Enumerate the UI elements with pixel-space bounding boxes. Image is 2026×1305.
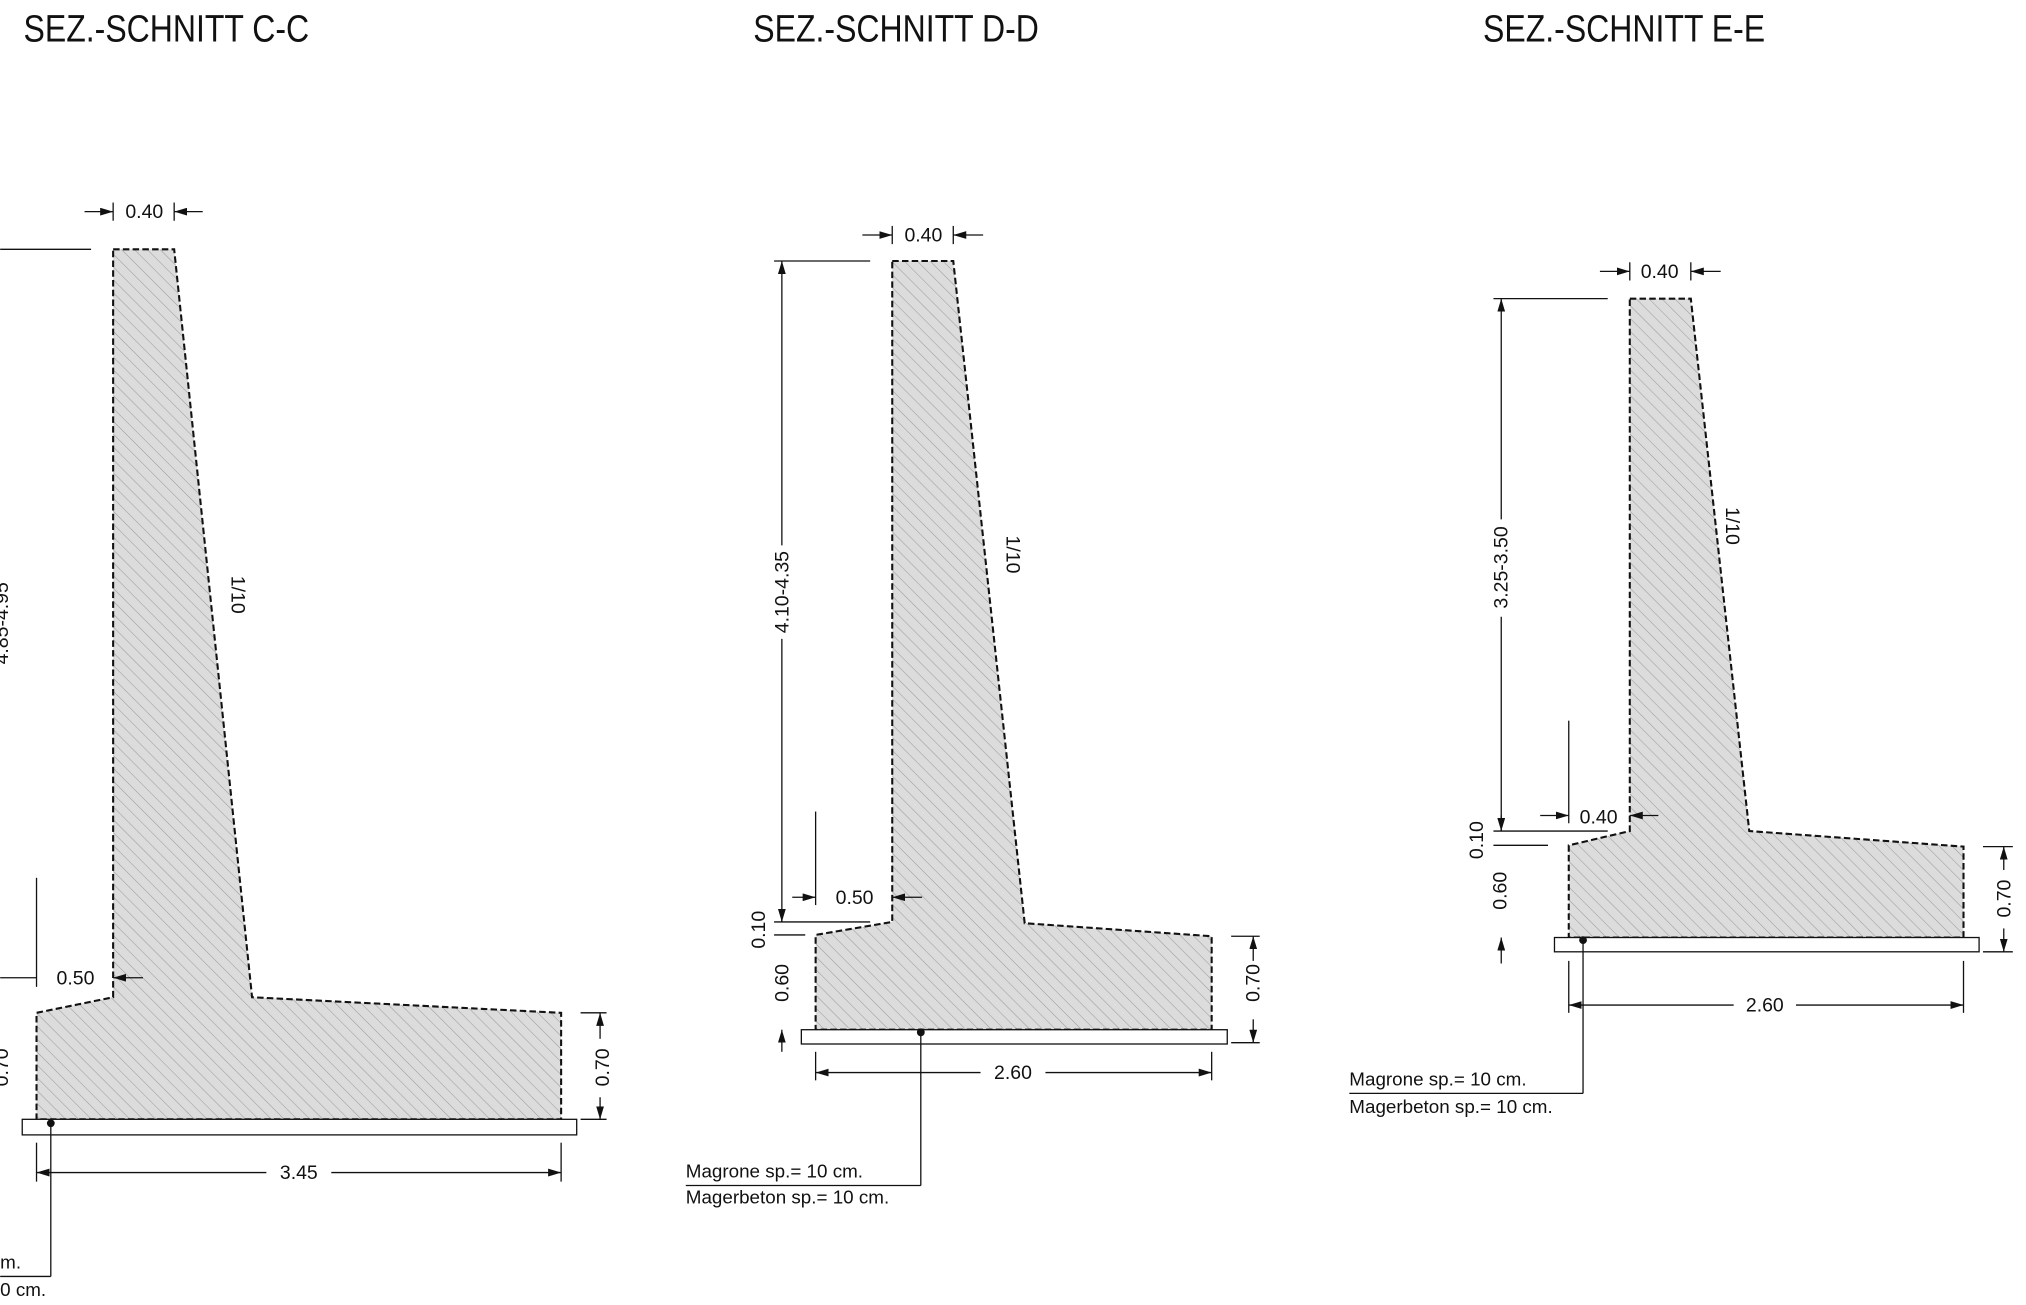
lean-concrete [1553, 936, 1980, 953]
dim-label: 0.60 [771, 964, 793, 1002]
wall [35, 248, 563, 1121]
dim-label: 0.10 [748, 911, 770, 949]
dim-label: 3.25-3.50 [1491, 526, 1513, 608]
note: Magerbeton sp.= 10 cm. [1349, 1096, 1552, 1117]
dimension-lines [0, 202, 607, 1278]
lean-concrete [800, 1029, 1228, 1045]
dim-label: 2.60 [1746, 995, 1784, 1017]
dim-label: 0.50 [57, 967, 95, 989]
leader-dot [1579, 936, 1587, 945]
dim-label: 0.70 [1993, 879, 2015, 917]
note: Magrone sp.= 10 cm. [1349, 1069, 1526, 1090]
dim-label: 0.50 [836, 887, 874, 909]
dim-label: 0.70 [592, 1048, 614, 1086]
section-title: SEZ.-SCHNITT D-D [753, 8, 1039, 50]
wall [814, 259, 1213, 1031]
dim-label: 3.45 [280, 1162, 318, 1184]
section-e: SEZ.-SCHNITT E-E 0.40 1/10 0.40 0.70 2.6… [1349, 8, 2015, 1117]
slope-label: 1/10 [1721, 507, 1743, 545]
wall [1567, 297, 1965, 939]
dim-label: 0.60 [1489, 872, 1511, 910]
note: Magrone sp.= 10 cm. [686, 1161, 863, 1182]
dimension-lines [685, 225, 1260, 1187]
lean-concrete [21, 1118, 578, 1136]
dim-label: 0.70 [0, 1048, 13, 1086]
note: 0 cm. [0, 1279, 46, 1300]
slope-label: 1/10 [226, 576, 248, 614]
dim-label: 0.10 [1466, 821, 1488, 859]
note: Magerbeton sp.= 10 cm. [686, 1187, 889, 1208]
section-title: SEZ.-SCHNITT E-E [1483, 8, 1765, 50]
note: m. [0, 1252, 21, 1273]
dim-label: 4.85-4.95 [0, 582, 13, 664]
dim-label: 0.40 [1641, 261, 1679, 283]
section-c: SEZ.-SCHNITT C-C 0.40 1/10 0.50 0.70 3.4… [0, 8, 614, 1300]
slope-label: 1/10 [1002, 536, 1024, 574]
dim-label: 0.40 [1580, 806, 1618, 828]
leader-dot [916, 1028, 925, 1037]
dim-label: 0.40 [904, 225, 942, 247]
dimension-lines [1349, 262, 2013, 1094]
dim-label: 4.10-4.35 [771, 551, 793, 633]
dim-label: 0.40 [125, 201, 163, 223]
leader-dot [46, 1119, 55, 1128]
section-title: SEZ.-SCHNITT C-C [24, 8, 310, 50]
section-d: SEZ.-SCHNITT D-D 0.40 1/10 0.50 0.70 2.6… [685, 8, 1265, 1208]
dim-label: 0.70 [1243, 964, 1265, 1002]
dim-label: 2.60 [994, 1062, 1032, 1084]
